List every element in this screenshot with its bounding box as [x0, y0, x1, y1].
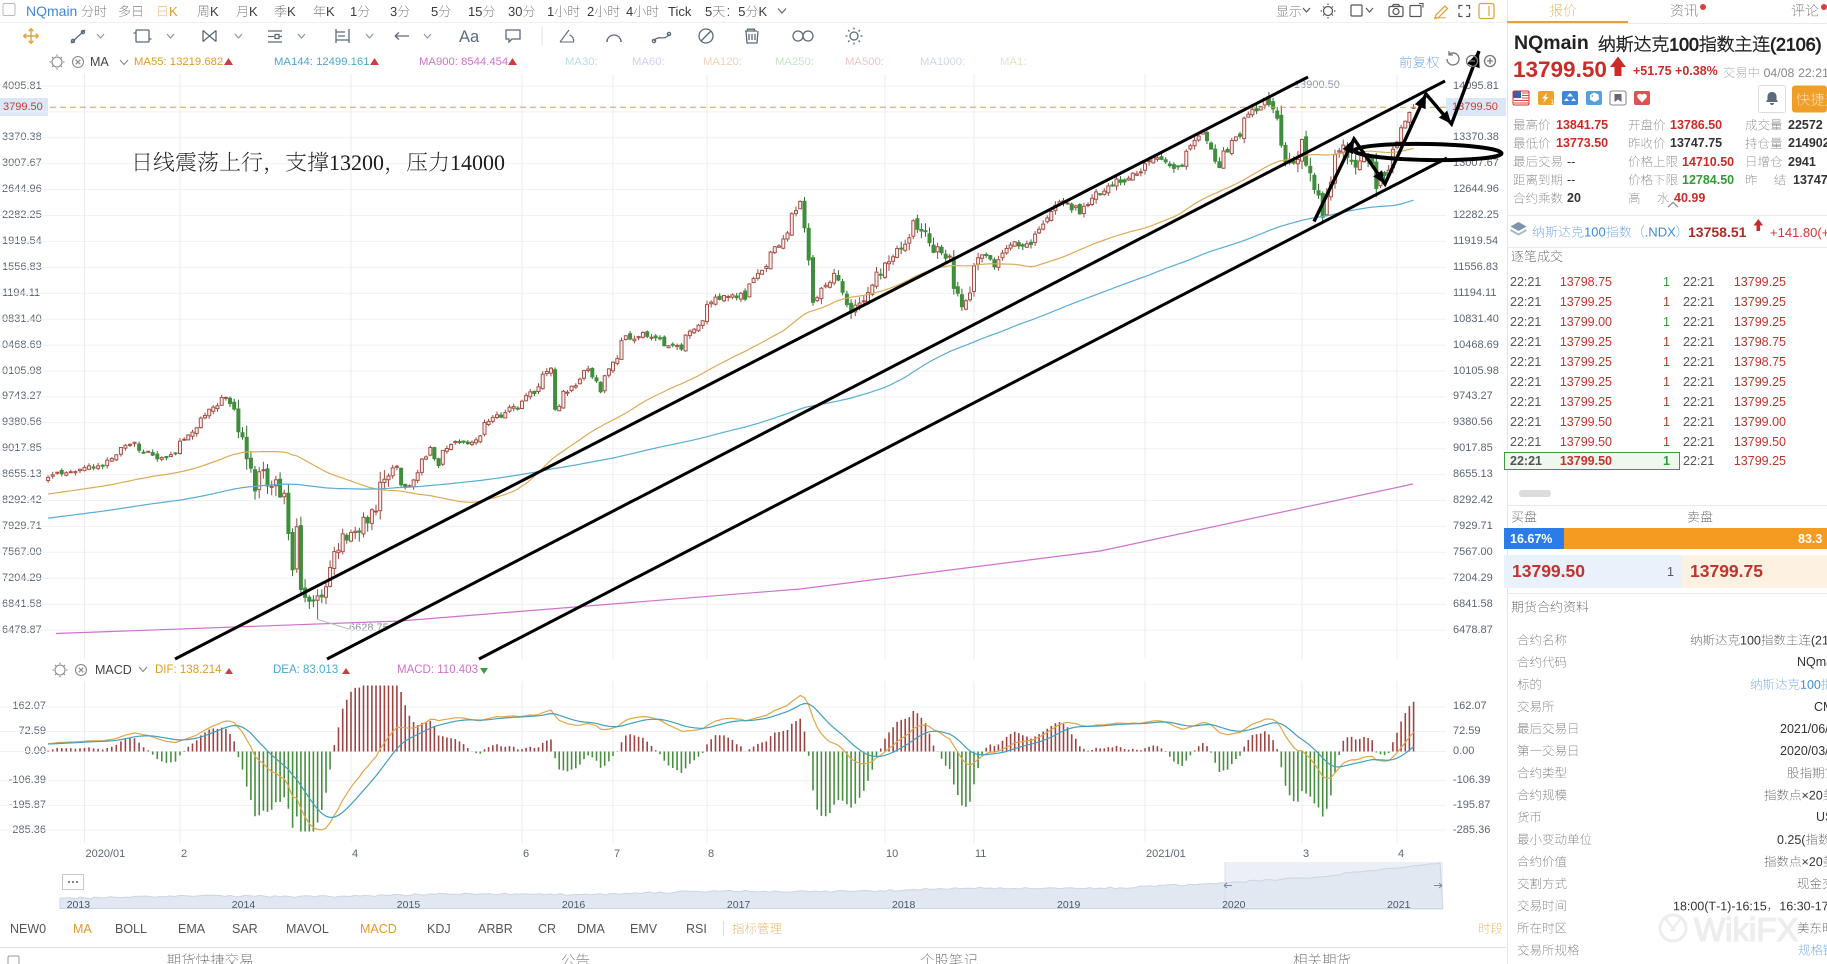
svg-text:2018: 2018: [892, 899, 916, 911]
svg-text:2014: 2014: [232, 899, 256, 911]
svg-text:1: 1: [1551, 100, 1555, 106]
svg-text:2015: 2015: [397, 899, 421, 911]
svg-text:2016: 2016: [562, 899, 586, 911]
svg-text:2020: 2020: [1222, 899, 1246, 911]
svg-text:2013: 2013: [67, 899, 91, 911]
svg-text:2019: 2019: [1057, 899, 1081, 911]
svg-text:2017: 2017: [727, 899, 751, 911]
svg-text:2021: 2021: [1387, 899, 1411, 911]
svg-text:Aa: Aa: [459, 28, 480, 46]
